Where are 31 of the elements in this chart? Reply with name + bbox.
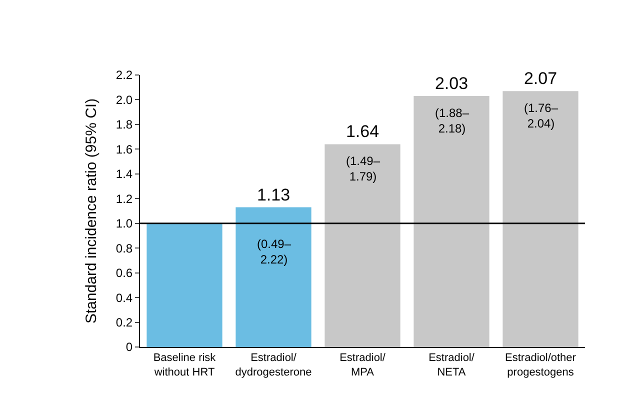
annotation: (0.49– 2.22): [257, 237, 292, 267]
data-label: 2.07: [524, 69, 558, 88]
annotation: (1.76– 2.04): [524, 101, 558, 131]
data-label: 1.13: [256, 185, 290, 204]
x-tick-label: Estradiol/ dydrogesterone: [235, 352, 312, 378]
bar: [502, 91, 578, 347]
y-tick-label: 1.2: [116, 192, 133, 206]
y-tick-label: 0.2: [116, 315, 133, 330]
data-label: 2.03: [434, 74, 468, 94]
x-tick-label: Baseline risk without HRT: [153, 352, 216, 378]
data-label: 1.64: [346, 122, 380, 142]
bar: [324, 144, 400, 347]
y-tick-label: 1.4: [116, 167, 133, 182]
y-tick-label: 0: [126, 340, 133, 354]
bar: [236, 207, 312, 347]
x-tick-label: Estradiol/ MPA: [340, 352, 386, 378]
y-tick-label: 2.2: [116, 68, 133, 82]
bar: [146, 223, 222, 347]
y-tick-label: 2.0: [116, 92, 133, 107]
y-axis-title: Standard incidence ratio (95% CI): [83, 98, 100, 324]
y-tick-label: 1.6: [116, 142, 133, 156]
y-tick-label: 1.8: [116, 118, 133, 132]
annotation: (1.88– 2.18): [435, 106, 470, 136]
bar: [414, 96, 490, 347]
y-tick-label: 1.0: [116, 216, 133, 231]
annotation: (1.49– 1.79): [346, 154, 380, 184]
y-tick-label: 0.8: [116, 241, 133, 256]
x-tick-label: Estradiol/other progestogens: [505, 352, 576, 378]
y-tick-label: 0.6: [116, 266, 133, 280]
x-tick-label: Estradiol/ NETA: [428, 352, 476, 378]
y-tick-label: 0.4: [116, 290, 133, 305]
